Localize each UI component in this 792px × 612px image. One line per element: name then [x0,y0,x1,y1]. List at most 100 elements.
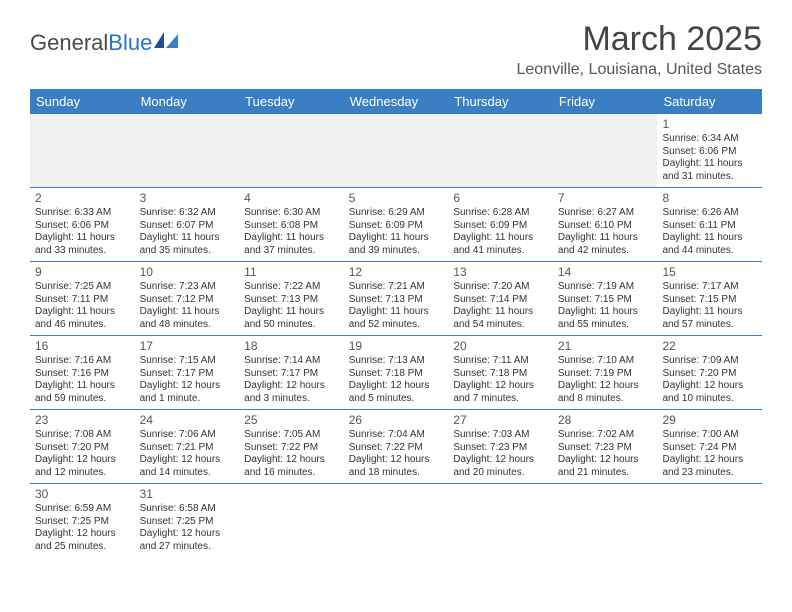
sunrise-text: Sunrise: 7:00 AM [662,429,757,442]
sunset-text: Sunset: 7:14 PM [453,294,548,307]
day-header: Thursday [448,89,553,114]
daylight-text: Daylight: 11 hours [35,380,130,393]
calendar-cell-empty [657,484,762,557]
daylight-text: and 50 minutes. [244,319,339,332]
calendar-cell-empty [344,114,449,187]
daylight-text: and 46 minutes. [35,319,130,332]
day-number: 18 [244,339,339,354]
daylight-text: and 41 minutes. [453,245,548,258]
calendar-cell: 10Sunrise: 7:23 AMSunset: 7:12 PMDayligh… [135,262,240,335]
day-number: 26 [349,413,444,428]
sunset-text: Sunset: 6:06 PM [662,146,757,159]
sunrise-text: Sunrise: 7:02 AM [558,429,653,442]
calendar-cell: 16Sunrise: 7:16 AMSunset: 7:16 PMDayligh… [30,336,135,409]
calendar-cell: 13Sunrise: 7:20 AMSunset: 7:14 PMDayligh… [448,262,553,335]
calendar-cell: 26Sunrise: 7:04 AMSunset: 7:22 PMDayligh… [344,410,449,483]
daylight-text: Daylight: 12 hours [140,528,235,541]
sunrise-text: Sunrise: 7:11 AM [453,355,548,368]
calendar-header-row: SundayMondayTuesdayWednesdayThursdayFrid… [30,89,762,114]
daylight-text: and 5 minutes. [349,393,444,406]
brand-logo: GeneralBlue [30,30,180,56]
sunset-text: Sunset: 7:15 PM [558,294,653,307]
daylight-text: and 42 minutes. [558,245,653,258]
sunset-text: Sunset: 6:11 PM [662,220,757,233]
sunrise-text: Sunrise: 7:16 AM [35,355,130,368]
daylight-text: and 23 minutes. [662,467,757,480]
sunset-text: Sunset: 6:06 PM [35,220,130,233]
daylight-text: and 37 minutes. [244,245,339,258]
day-header: Saturday [657,89,762,114]
sunset-text: Sunset: 6:09 PM [453,220,548,233]
calendar-cell-empty [448,114,553,187]
sunrise-text: Sunrise: 6:34 AM [662,133,757,146]
daylight-text: and 3 minutes. [244,393,339,406]
day-number: 9 [35,265,130,280]
daylight-text: Daylight: 11 hours [349,232,444,245]
day-number: 27 [453,413,548,428]
daylight-text: Daylight: 11 hours [35,306,130,319]
calendar-cell: 23Sunrise: 7:08 AMSunset: 7:20 PMDayligh… [30,410,135,483]
sunset-text: Sunset: 7:16 PM [35,368,130,381]
sunrise-text: Sunrise: 7:05 AM [244,429,339,442]
calendar-page: GeneralBlue March 2025 Leonville, Louisi… [0,0,792,557]
daylight-text: Daylight: 12 hours [558,380,653,393]
calendar-cell: 31Sunrise: 6:58 AMSunset: 7:25 PMDayligh… [135,484,240,557]
day-number: 14 [558,265,653,280]
day-header: Tuesday [239,89,344,114]
daylight-text: and 12 minutes. [35,467,130,480]
month-title: March 2025 [517,20,763,59]
calendar-row: 16Sunrise: 7:16 AMSunset: 7:16 PMDayligh… [30,336,762,410]
sunset-text: Sunset: 7:11 PM [35,294,130,307]
daylight-text: Daylight: 12 hours [558,454,653,467]
calendar-cell: 18Sunrise: 7:14 AMSunset: 7:17 PMDayligh… [239,336,344,409]
daylight-text: Daylight: 12 hours [662,454,757,467]
daylight-text: and 14 minutes. [140,467,235,480]
sunrise-text: Sunrise: 7:22 AM [244,281,339,294]
day-number: 8 [662,191,757,206]
sunrise-text: Sunrise: 7:17 AM [662,281,757,294]
sunset-text: Sunset: 7:25 PM [140,516,235,529]
sunrise-text: Sunrise: 7:15 AM [140,355,235,368]
daylight-text: and 55 minutes. [558,319,653,332]
calendar-cell: 22Sunrise: 7:09 AMSunset: 7:20 PMDayligh… [657,336,762,409]
sunrise-text: Sunrise: 6:28 AM [453,207,548,220]
daylight-text: Daylight: 12 hours [453,454,548,467]
daylight-text: Daylight: 11 hours [662,232,757,245]
daylight-text: and 48 minutes. [140,319,235,332]
calendar-cell: 5Sunrise: 6:29 AMSunset: 6:09 PMDaylight… [344,188,449,261]
calendar-cell: 9Sunrise: 7:25 AMSunset: 7:11 PMDaylight… [30,262,135,335]
sunset-text: Sunset: 7:15 PM [662,294,757,307]
calendar-cell: 25Sunrise: 7:05 AMSunset: 7:22 PMDayligh… [239,410,344,483]
calendar-row: 23Sunrise: 7:08 AMSunset: 7:20 PMDayligh… [30,410,762,484]
daylight-text: Daylight: 12 hours [349,380,444,393]
day-number: 16 [35,339,130,354]
daylight-text: and 20 minutes. [453,467,548,480]
day-number: 21 [558,339,653,354]
calendar-cell-empty [553,484,658,557]
sunset-text: Sunset: 7:17 PM [140,368,235,381]
calendar-cell: 14Sunrise: 7:19 AMSunset: 7:15 PMDayligh… [553,262,658,335]
daylight-text: and 35 minutes. [140,245,235,258]
sunset-text: Sunset: 6:10 PM [558,220,653,233]
daylight-text: Daylight: 11 hours [244,232,339,245]
day-number: 3 [140,191,235,206]
sunset-text: Sunset: 7:20 PM [35,442,130,455]
sunset-text: Sunset: 7:17 PM [244,368,339,381]
calendar-grid: SundayMondayTuesdayWednesdayThursdayFrid… [30,89,762,557]
sunrise-text: Sunrise: 6:58 AM [140,503,235,516]
sunset-text: Sunset: 7:23 PM [558,442,653,455]
day-number: 25 [244,413,339,428]
calendar-cell: 30Sunrise: 6:59 AMSunset: 7:25 PMDayligh… [30,484,135,557]
calendar-cell: 21Sunrise: 7:10 AMSunset: 7:19 PMDayligh… [553,336,658,409]
daylight-text: and 52 minutes. [349,319,444,332]
calendar-cell: 3Sunrise: 6:32 AMSunset: 6:07 PMDaylight… [135,188,240,261]
daylight-text: and 18 minutes. [349,467,444,480]
daylight-text: and 21 minutes. [558,467,653,480]
calendar-cell-empty [30,114,135,187]
sunrise-text: Sunrise: 7:21 AM [349,281,444,294]
day-number: 17 [140,339,235,354]
day-number: 23 [35,413,130,428]
calendar-cell-empty [344,484,449,557]
sunset-text: Sunset: 6:08 PM [244,220,339,233]
sunset-text: Sunset: 6:07 PM [140,220,235,233]
